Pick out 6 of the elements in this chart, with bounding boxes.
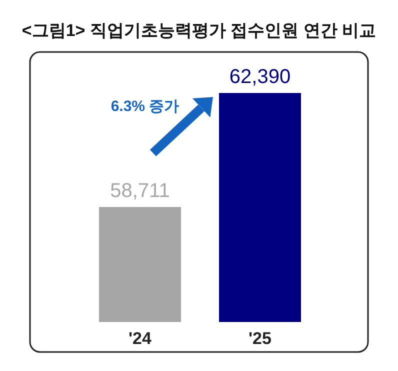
data-label: 58,711 — [110, 180, 170, 202]
annotation: 6.3% 증가 — [110, 98, 180, 115]
x-tick: '25 — [248, 329, 272, 348]
data-label: 62,390 — [229, 66, 291, 88]
title: <그림1> 직업기초능력평가 접수인원 연간 비교 — [22, 21, 376, 40]
x-tick: '24 — [128, 329, 152, 348]
